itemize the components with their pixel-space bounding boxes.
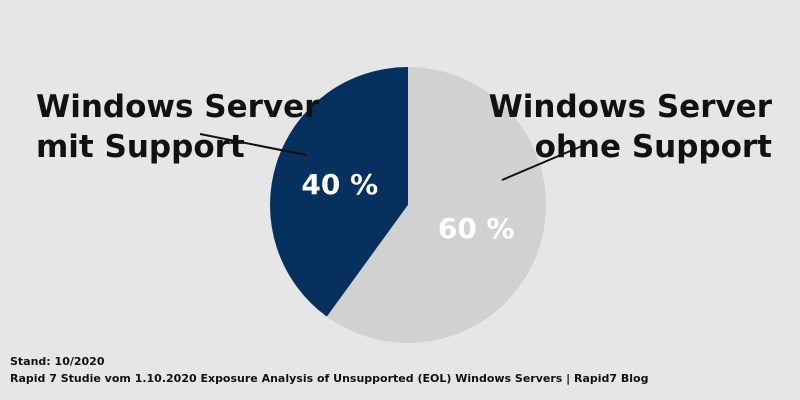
slice-value-label: 40 % <box>301 168 378 201</box>
leader-lines <box>199 133 583 181</box>
footer-stand: Stand: 10/2020 <box>10 355 105 368</box>
pie-slice <box>326 67 547 343</box>
slice-label-ohne-support: Windows Server ohne Support <box>489 88 772 167</box>
footer-source: Rapid 7 Studie vom 1.10.2020 Exposure An… <box>10 371 649 385</box>
slice-label-line: ohne Support <box>534 128 772 165</box>
leader-line <box>501 145 583 181</box>
pie-slice <box>270 67 408 317</box>
footer: Stand: 10/2020 Rapid 7 Studie vom 1.10.2… <box>10 354 649 387</box>
leader-line <box>199 133 307 156</box>
slice-label-line: Windows Server <box>488 89 772 125</box>
slice-label-line: Windows Server <box>36 89 320 125</box>
slice-value-label: 60 % <box>438 212 515 245</box>
value-labels: 40 % 60 % <box>301 168 514 245</box>
slice-label-mit-support: Windows Server mit Support <box>36 88 319 167</box>
slice-label-line: mit Support <box>36 128 245 165</box>
pie-chart <box>270 67 547 343</box>
